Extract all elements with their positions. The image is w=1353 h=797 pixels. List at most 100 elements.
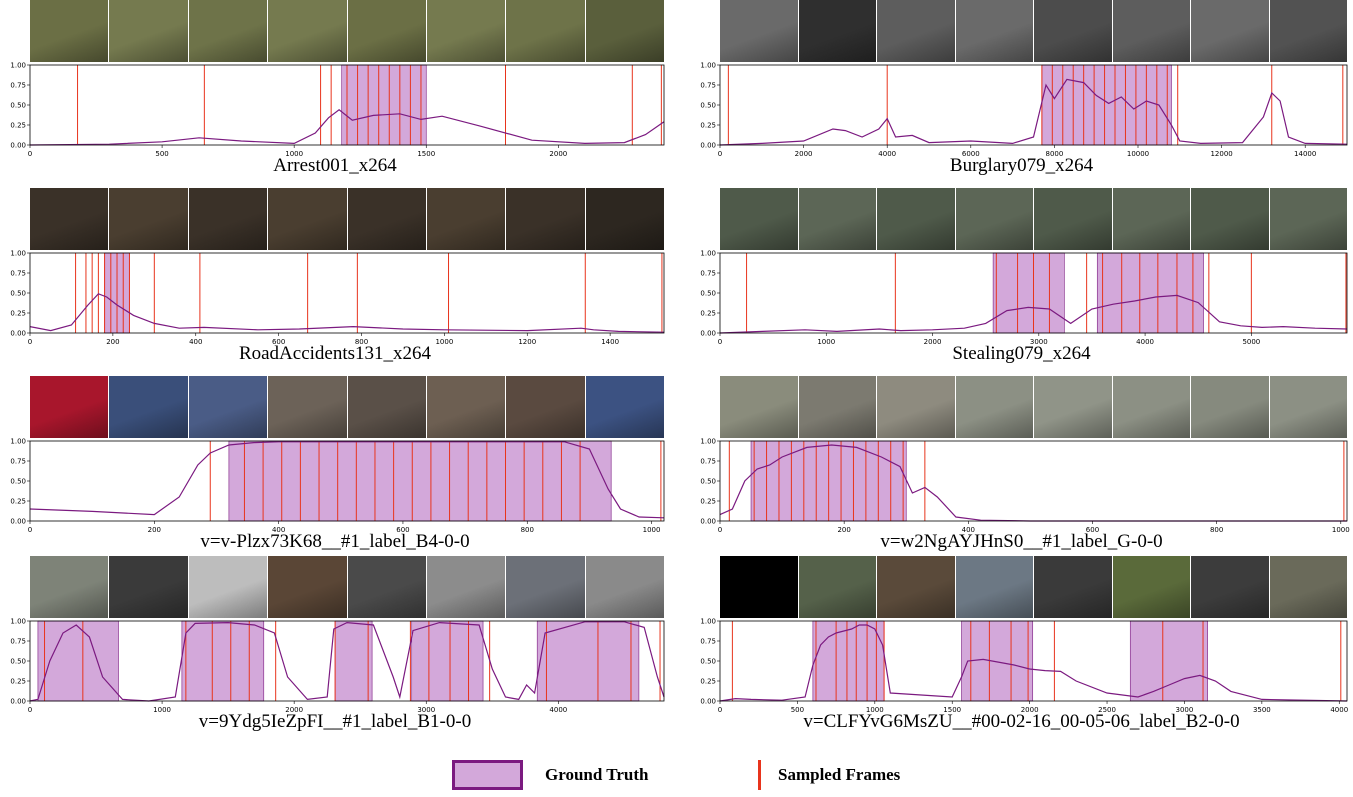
frame-thumbnail	[1112, 376, 1191, 438]
frame-strip	[720, 188, 1347, 250]
chart-caption: v=CLFYvG6MsZU__#00-02-16_00-05-06_label_…	[803, 711, 1240, 732]
x-tick-label: 1000	[1332, 526, 1350, 534]
frame-thumbnail	[877, 188, 956, 250]
y-tick-label: 0.00	[10, 330, 26, 338]
y-tick-label: 0.00	[10, 518, 26, 526]
frame-thumbnail	[1034, 556, 1113, 618]
frame-thumbnail	[30, 556, 110, 618]
frame-thumbnail	[1191, 376, 1270, 438]
frame-thumbnail	[347, 376, 427, 438]
y-tick-label: 0.75	[10, 638, 26, 646]
x-tick-label: 2000	[1021, 706, 1039, 714]
ground-truth-band	[1041, 64, 1172, 146]
frame-thumbnail	[347, 0, 427, 62]
frame-thumbnail	[585, 376, 664, 438]
y-tick-label: 1.00	[700, 250, 716, 258]
x-tick-label: 2500	[1098, 706, 1116, 714]
x-tick-label: 1500	[417, 150, 435, 158]
x-tick-label: 400	[272, 526, 285, 534]
frame-thumbnail	[30, 188, 110, 250]
y-tick-label: 1.00	[700, 618, 716, 626]
frame-thumbnail	[188, 0, 269, 62]
y-tick-label: 0.00	[10, 142, 26, 150]
y-tick-label: 0.25	[700, 122, 716, 130]
y-tick-label: 1.00	[10, 62, 26, 70]
x-tick-label: 4000	[878, 150, 896, 158]
frame-thumbnail	[188, 188, 269, 250]
frame-thumbnail	[955, 376, 1034, 438]
frame-thumbnail	[798, 376, 877, 438]
y-tick-label: 1.00	[10, 618, 26, 626]
frame-thumbnail	[426, 556, 507, 618]
x-tick-label: 3500	[1253, 706, 1271, 714]
y-tick-label: 1.00	[10, 250, 26, 258]
ground-truth-band	[992, 252, 1065, 334]
score-curve	[29, 441, 665, 519]
x-tick-label: 10000	[1127, 150, 1149, 158]
y-tick-label: 0.50	[10, 102, 26, 110]
x-tick-label: 2000	[549, 150, 567, 158]
chart-caption: v=w2NgAYJHnS0__#1_label_G-0-0	[880, 531, 1163, 552]
x-tick-label: 200	[837, 526, 850, 534]
x-tick-label: 600	[1086, 526, 1099, 534]
frame-thumbnail	[109, 376, 189, 438]
frame-thumbnail	[506, 556, 586, 618]
x-tick-label: 400	[189, 338, 202, 346]
frame-thumbnail	[1191, 0, 1270, 62]
y-tick-label: 0.00	[700, 518, 716, 526]
y-tick-label: 0.50	[10, 658, 26, 666]
ground-truth-band	[812, 620, 885, 702]
y-tick-label: 0.50	[700, 658, 716, 666]
x-tick-label: 200	[148, 526, 161, 534]
y-tick-label: 0.50	[10, 478, 26, 486]
x-tick-label: 0	[28, 706, 32, 714]
frame-thumbnail	[798, 0, 877, 62]
x-tick-label: 200	[106, 338, 119, 346]
frame-thumbnail	[30, 0, 110, 62]
y-tick-label: 0.00	[700, 330, 716, 338]
chart-panel: 0.00 0.25 0.50 0.75 1.00 0 2000 4000 6000 8000 100…	[690, 0, 1353, 180]
y-tick-label: 0.50	[10, 290, 26, 298]
chart-caption: RoadAccidents131_x264	[238, 343, 432, 364]
y-tick-label: 0.25	[10, 310, 26, 318]
ground-truth-band	[341, 64, 427, 146]
y-tick-label: 0.25	[10, 498, 26, 506]
chart-caption: v=9Ydg5IeZpFI__#1_label_B1-0-0	[198, 711, 472, 732]
frame-thumbnail	[109, 188, 189, 250]
x-tick-label: 14000	[1294, 150, 1316, 158]
plot-area: 0.00 0.25 0.50 0.75 1.00 0 200 400 600 800 1000 120…	[10, 250, 665, 346]
score-curve	[719, 78, 1348, 146]
frame-thumbnail	[109, 556, 189, 618]
frame-thumbnail	[585, 188, 664, 250]
x-tick-label: 1400	[601, 338, 619, 346]
x-tick-label: 1000	[153, 706, 171, 714]
frame-strip	[30, 188, 664, 250]
y-tick-label: 0.50	[700, 102, 716, 110]
x-tick-label: 600	[396, 526, 409, 534]
x-tick-label: 0	[718, 526, 722, 534]
ground-truth-band	[37, 620, 119, 702]
y-tick-label: 1.00	[10, 438, 26, 446]
y-tick-label: 0.75	[700, 270, 716, 278]
frame-thumbnail	[1034, 0, 1113, 62]
y-tick-label: 0.25	[700, 310, 716, 318]
score-curve	[29, 621, 665, 702]
frame-thumbnail	[426, 376, 507, 438]
x-tick-label: 2000	[795, 150, 813, 158]
chart-panel: 0.00 0.25 0.50 0.75 1.00 0 1000 2000 3000 4000 500…	[690, 188, 1353, 368]
ground-truth-band	[536, 620, 640, 702]
x-tick-label: 1000	[285, 150, 303, 158]
frame-thumbnail	[877, 0, 956, 62]
chart-caption: Stealing079_x264	[952, 343, 1091, 364]
y-tick-label: 0.75	[10, 82, 26, 90]
frame-thumbnail	[268, 376, 348, 438]
frame-thumbnail	[720, 376, 799, 438]
ground-truth-band	[411, 620, 484, 702]
ground-truth-band	[1129, 620, 1208, 702]
frame-thumbnail	[720, 188, 799, 250]
frame-thumbnail	[1269, 0, 1347, 62]
frame-thumbnail	[720, 556, 799, 618]
ground-truth-band	[228, 440, 612, 522]
plot-area: 0.00 0.25 0.50 0.75 1.00 0 2000 4000 6000 8000 100…	[700, 62, 1348, 158]
frame-thumbnail	[798, 188, 877, 250]
